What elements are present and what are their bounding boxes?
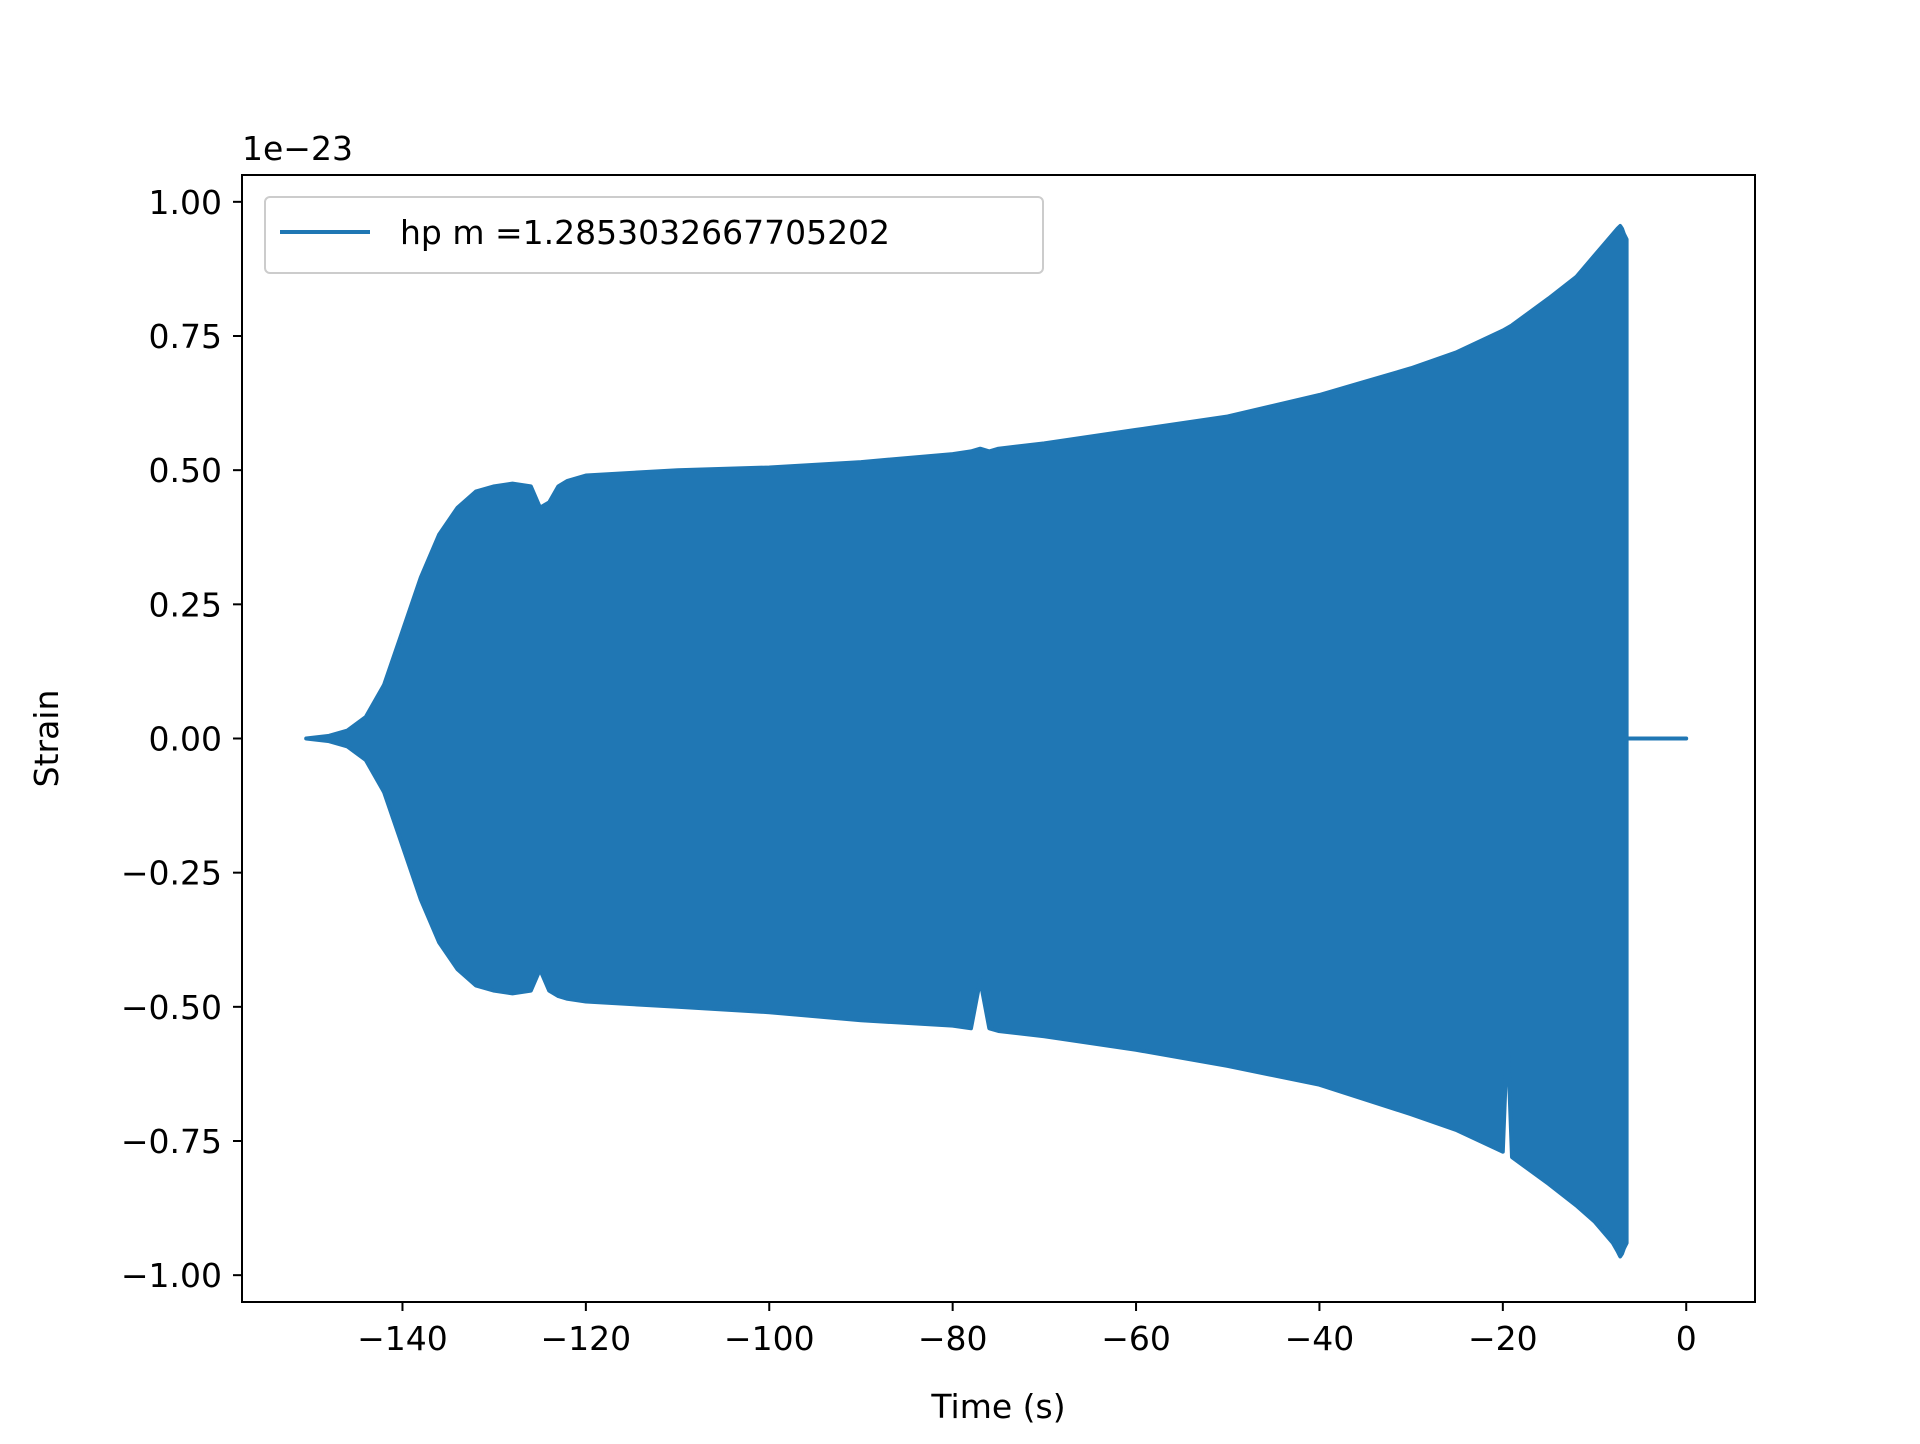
- y-axis: 1.00 0.75 0.50 0.25 0.00 −0.25 −0.50 −0.75 −1.00: [121, 183, 242, 1295]
- y-tick-label: −0.50: [121, 988, 222, 1027]
- y-tick-label: 0.25: [149, 585, 222, 624]
- x-tick-label: −20: [1468, 1319, 1538, 1358]
- x-tick-label: −140: [357, 1319, 448, 1358]
- legend-box: [264, 196, 1044, 274]
- x-tick-label: −80: [918, 1319, 988, 1358]
- x-tick-label: −40: [1285, 1319, 1355, 1358]
- x-tick-label: 0: [1676, 1319, 1697, 1358]
- y-tick-label: 0.75: [149, 317, 222, 356]
- series-0-waveform-area: [304, 224, 1689, 1259]
- legend-entry-label: hp m =1.2853032667705202: [400, 213, 890, 252]
- x-axis: −140 −120 −100 −80 −60 −40 −20 0: [357, 1302, 1697, 1358]
- axes-frame: [241, 174, 1756, 1303]
- x-tick-label: −60: [1101, 1319, 1171, 1358]
- y-tick-label: 0.00: [149, 720, 222, 759]
- y-tick-label: 0.50: [149, 451, 222, 490]
- legend: hp m =1.2853032667705202: [264, 196, 1044, 274]
- x-tick-label: −100: [724, 1319, 815, 1358]
- y-tick-label: −0.25: [121, 854, 222, 893]
- y-tick-label: −1.00: [121, 1256, 222, 1295]
- y-tick-label: 1.00: [149, 183, 222, 222]
- x-tick-label: −120: [541, 1319, 632, 1358]
- y-offset-label: 1e−23: [242, 129, 353, 168]
- plot-area: [304, 224, 1689, 1259]
- y-axis-label: Strain: [27, 690, 66, 788]
- y-tick-label: −0.75: [121, 1122, 222, 1161]
- x-axis-label: Time (s): [930, 1387, 1065, 1426]
